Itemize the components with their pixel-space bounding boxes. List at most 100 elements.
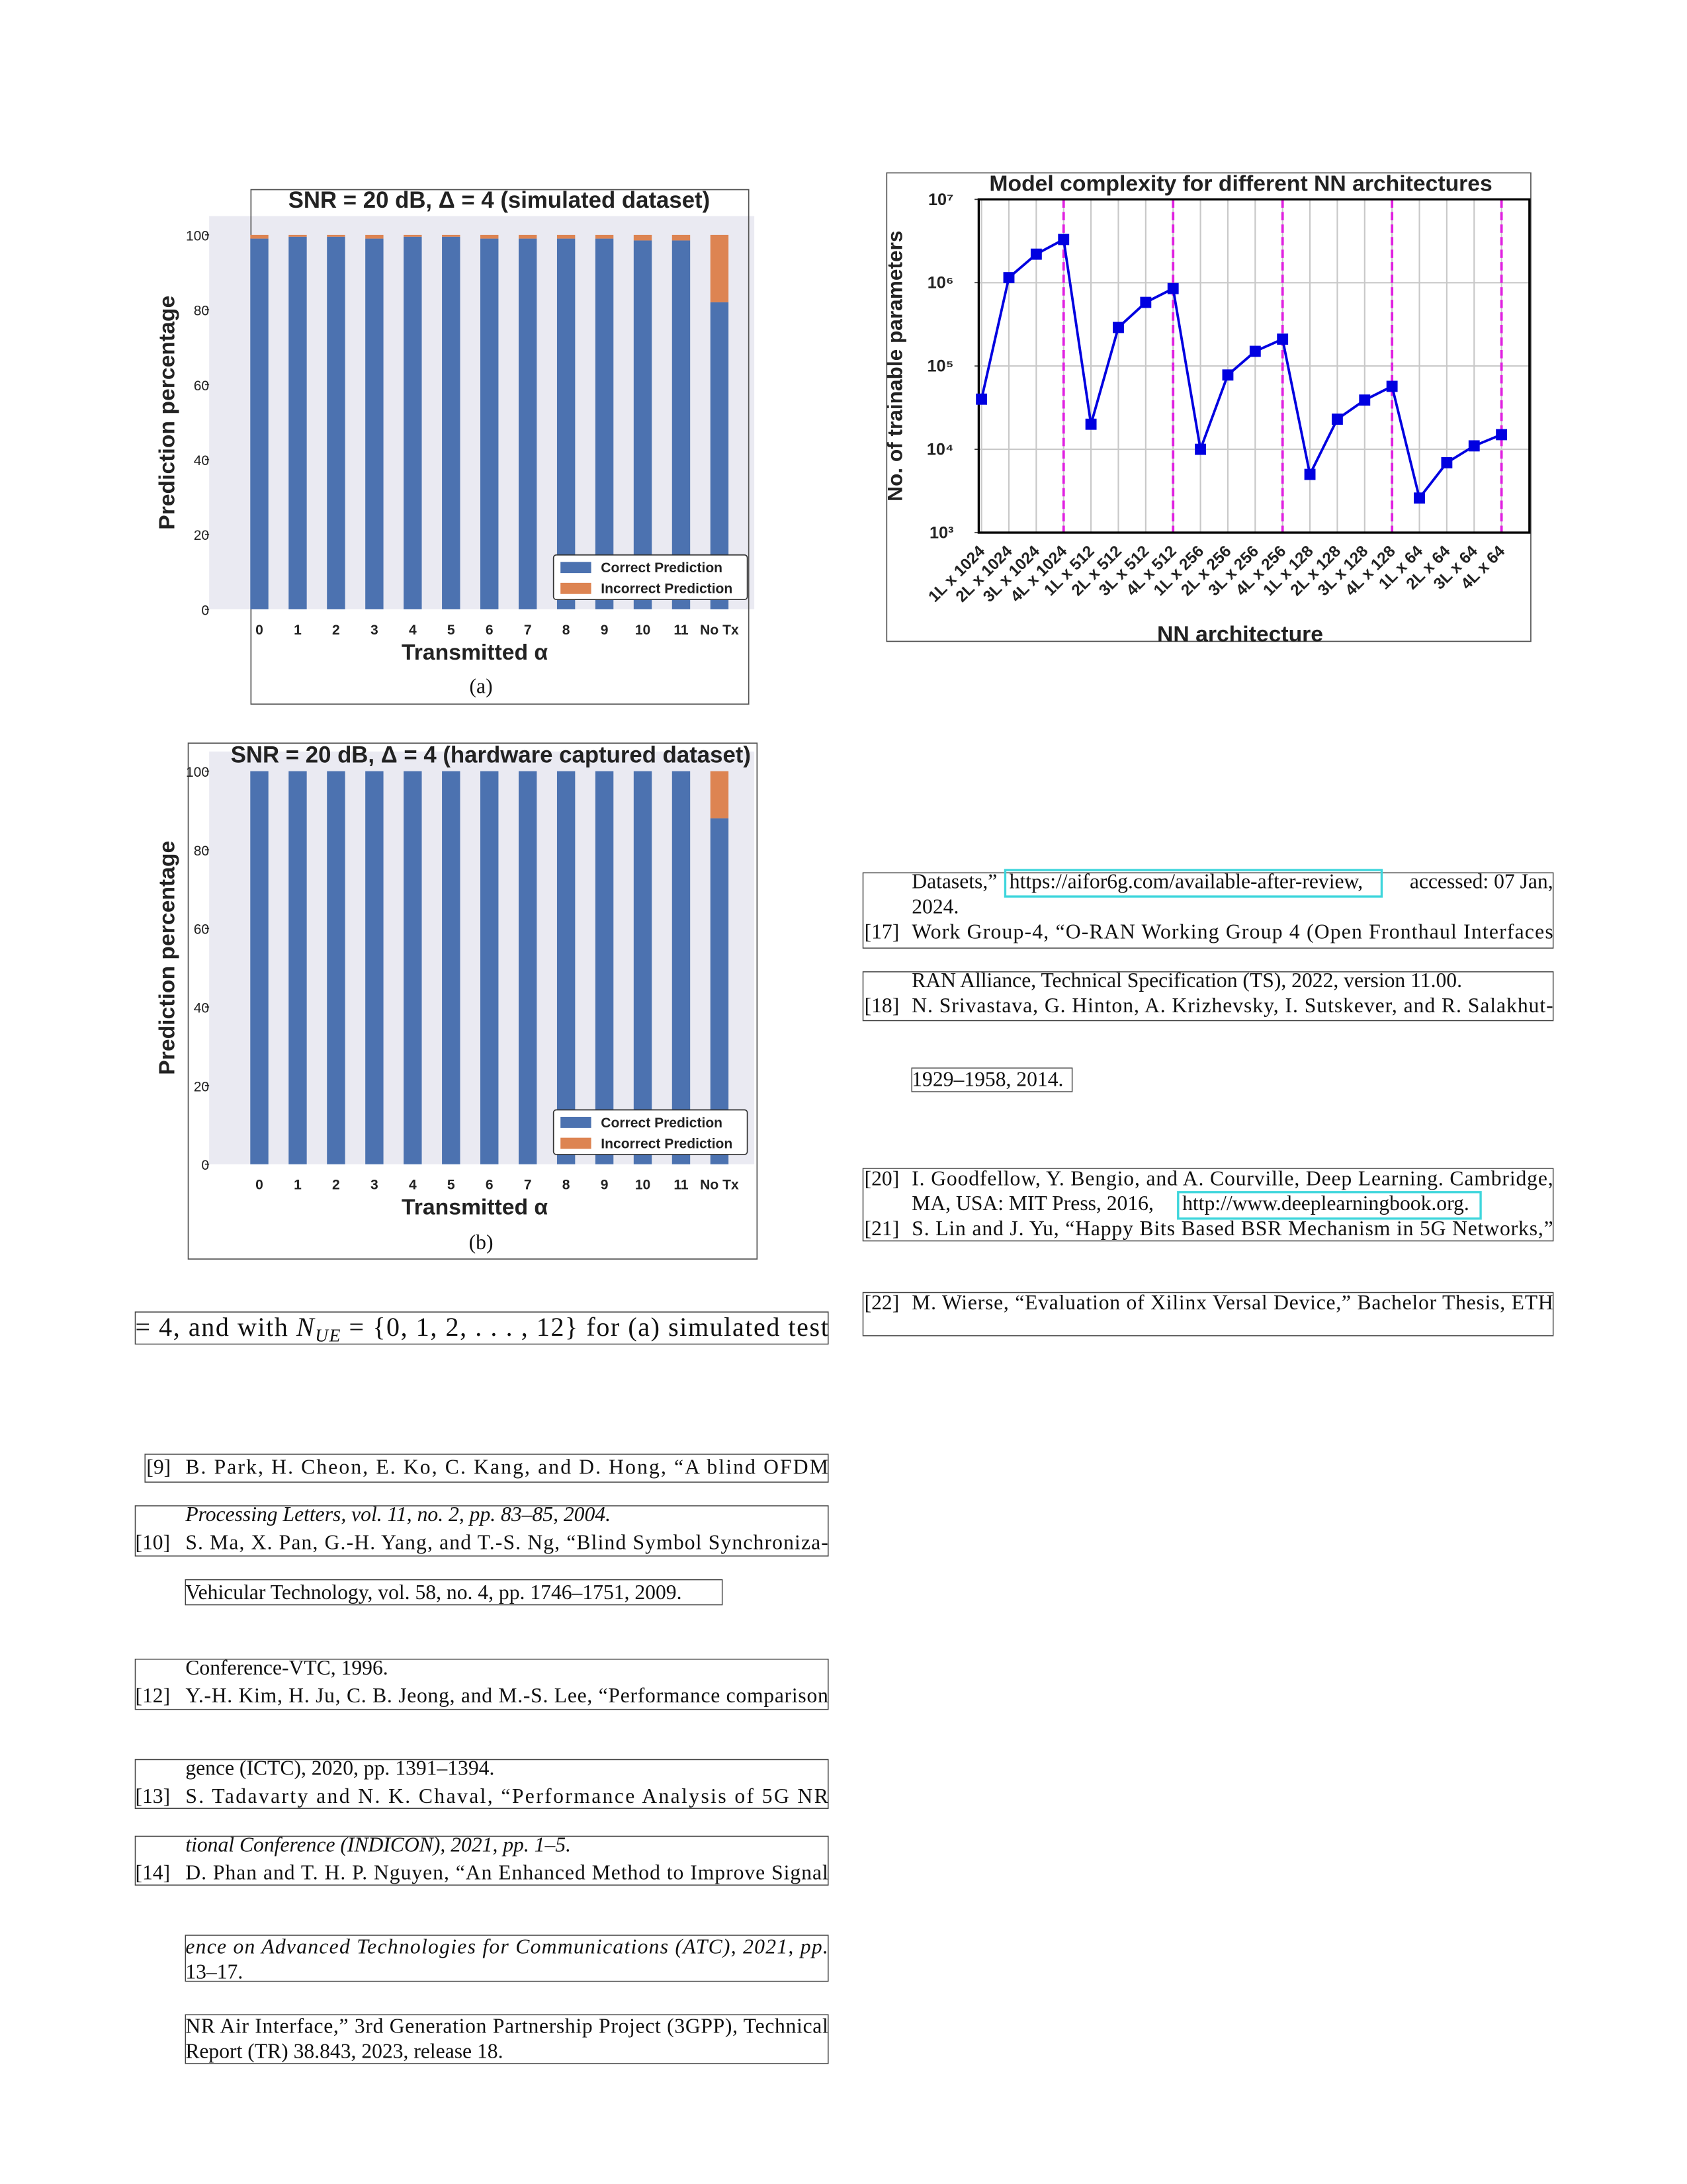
bar-segment xyxy=(595,234,614,239)
ref-line: 1929–1958, 2014. xyxy=(912,1068,1063,1091)
ref-label: [20] xyxy=(865,1166,900,1190)
ref-line: Datasets,” xyxy=(912,869,997,893)
x-tick-label: 10 xyxy=(635,1178,650,1193)
x-tick-label: 6 xyxy=(486,623,494,638)
ref-line: M. Wierse, “Evaluation of Xilinx Versal … xyxy=(912,1291,1553,1314)
data-marker xyxy=(1222,369,1234,381)
text-box xyxy=(134,1311,829,1345)
ref-label: [13] xyxy=(135,1784,170,1808)
data-marker xyxy=(1468,440,1480,452)
data-marker xyxy=(976,393,988,405)
x-tick-label: 9 xyxy=(601,1178,609,1193)
text-run: = 4, and with xyxy=(135,1312,295,1342)
data-marker xyxy=(1030,248,1042,260)
bar-segment xyxy=(518,238,537,609)
data-marker xyxy=(1085,418,1097,430)
x-tick-label: 1 xyxy=(294,1178,302,1193)
math-symbol: N xyxy=(296,1312,316,1342)
ref-line: accessed: 07 Jan, xyxy=(1410,869,1553,893)
legend-swatch xyxy=(560,582,591,594)
y-tick-label: 60 xyxy=(194,378,209,394)
bar-segment xyxy=(404,236,422,609)
bar-segment xyxy=(442,234,460,237)
bar-segment xyxy=(288,236,307,609)
text-run: = {0, 1, 2, . . . , 12} for (a) simulate… xyxy=(341,1312,828,1342)
legend-frame xyxy=(552,1109,748,1155)
x-tick-label: 2 xyxy=(332,623,340,638)
legend: Correct Prediction Incorrect Prediction xyxy=(552,1109,748,1155)
legend-swatch xyxy=(560,1137,591,1149)
x-tick-label: 3 xyxy=(370,1178,378,1193)
bar-segment xyxy=(556,238,576,609)
data-marker xyxy=(1304,468,1316,480)
ref-link[interactable]: https://aifor6g.com/available-after-revi… xyxy=(1010,869,1363,893)
ref-link[interactable]: http://www.deeplearningbook.org. xyxy=(1182,1192,1469,1215)
chart: SNR = 20 dB, Δ = 4 (simulated dataset) 0 2… xyxy=(154,188,755,705)
x-tick-label: 10 xyxy=(635,623,650,638)
ref-line: gence (ICTC), 2020, pp. 1391–1394. xyxy=(185,1757,494,1780)
bar-segment xyxy=(480,234,499,239)
x-tick-label: 1 xyxy=(294,623,302,638)
bar-segment xyxy=(633,234,652,241)
bar-segment xyxy=(633,240,652,609)
bar-segment xyxy=(556,234,576,239)
figure-caption: (a) xyxy=(470,674,493,697)
legend-label: Correct Prediction xyxy=(601,1115,722,1131)
x-tick-label: 8 xyxy=(562,623,570,638)
bar-segment xyxy=(327,236,345,609)
bar-segment xyxy=(365,234,384,239)
legend-swatch xyxy=(560,1117,591,1128)
bar-segment xyxy=(480,238,499,609)
chart-title: Model complexity for different NN archit… xyxy=(989,171,1492,197)
data-marker xyxy=(1003,272,1015,284)
legend-swatch xyxy=(560,562,591,574)
figures: SNR = 20 dB, Δ = 4 (simulated dataset) 0 2… xyxy=(154,171,1532,1260)
bar-segment xyxy=(365,238,384,609)
legend-label: Incorrect Prediction xyxy=(601,582,732,597)
y-axis-label: Prediction percentage xyxy=(154,841,179,1075)
bar-segment xyxy=(288,771,307,1164)
body-text: = 4, and with N UE = {0, 1, 2, . . . , 12… xyxy=(135,1312,828,1345)
legend: Correct Prediction Incorrect Prediction xyxy=(552,554,748,601)
x-axis-label: Transmitted α xyxy=(402,640,548,665)
x-tick-label: 2 xyxy=(332,1178,340,1193)
text-box xyxy=(185,1579,723,1606)
bar-segment xyxy=(710,771,729,818)
bar-segment xyxy=(365,771,384,1164)
bar-segment xyxy=(556,771,576,1164)
math-subscript: UE xyxy=(315,1325,340,1345)
y-tick-label: 80 xyxy=(194,304,209,319)
ref-label: [12] xyxy=(135,1684,170,1707)
ref-line: S. Tadavarty and N. K. Chaval, “Performa… xyxy=(185,1784,828,1808)
x-tick-label: 9 xyxy=(601,623,609,638)
figure-frame xyxy=(187,742,758,1260)
bar-segment xyxy=(671,234,691,241)
ref-line: N. Srivastava, G. Hinton, A. Krizhevsky,… xyxy=(912,994,1553,1017)
x-tick-label: No Tx xyxy=(700,623,739,638)
ref-line: tional Conference (INDICON), 2021, pp. 1… xyxy=(185,1833,571,1856)
text-fragments: = 4, and with N UE = {0, 1, 2, . . . , 12… xyxy=(134,869,1554,2064)
x-tick-label: 11 xyxy=(673,623,689,638)
ref-label: [21] xyxy=(865,1217,900,1240)
ref-line: NR Air Interface,” 3rd Generation Partne… xyxy=(185,2015,828,2038)
ref-line: Processing Letters, vol. 11, no. 2, pp. … xyxy=(185,1503,611,1526)
text-box xyxy=(134,1835,829,1886)
ref-line: MA, USA: MIT Press, 2016, xyxy=(912,1192,1154,1215)
y-tick-label: 20 xyxy=(194,1079,209,1094)
x-tick-label: 7 xyxy=(524,1178,532,1193)
y-tick-label: 100 xyxy=(186,228,209,243)
ref-label: [18] xyxy=(865,994,900,1017)
bar-segment xyxy=(250,771,269,1164)
y-tick-label: 10⁴ xyxy=(927,441,954,459)
text-box xyxy=(185,2014,829,2064)
link-box xyxy=(1004,869,1383,898)
y-tick-label: 10⁶ xyxy=(928,274,954,292)
bar-segment xyxy=(442,236,460,609)
ref-label: [9] xyxy=(146,1456,171,1479)
bar-segment xyxy=(250,238,269,609)
y-axis-label: No. of trainable parameters xyxy=(883,231,907,502)
text-box xyxy=(134,1505,829,1557)
y-tick-label: 10⁵ xyxy=(927,357,953,376)
